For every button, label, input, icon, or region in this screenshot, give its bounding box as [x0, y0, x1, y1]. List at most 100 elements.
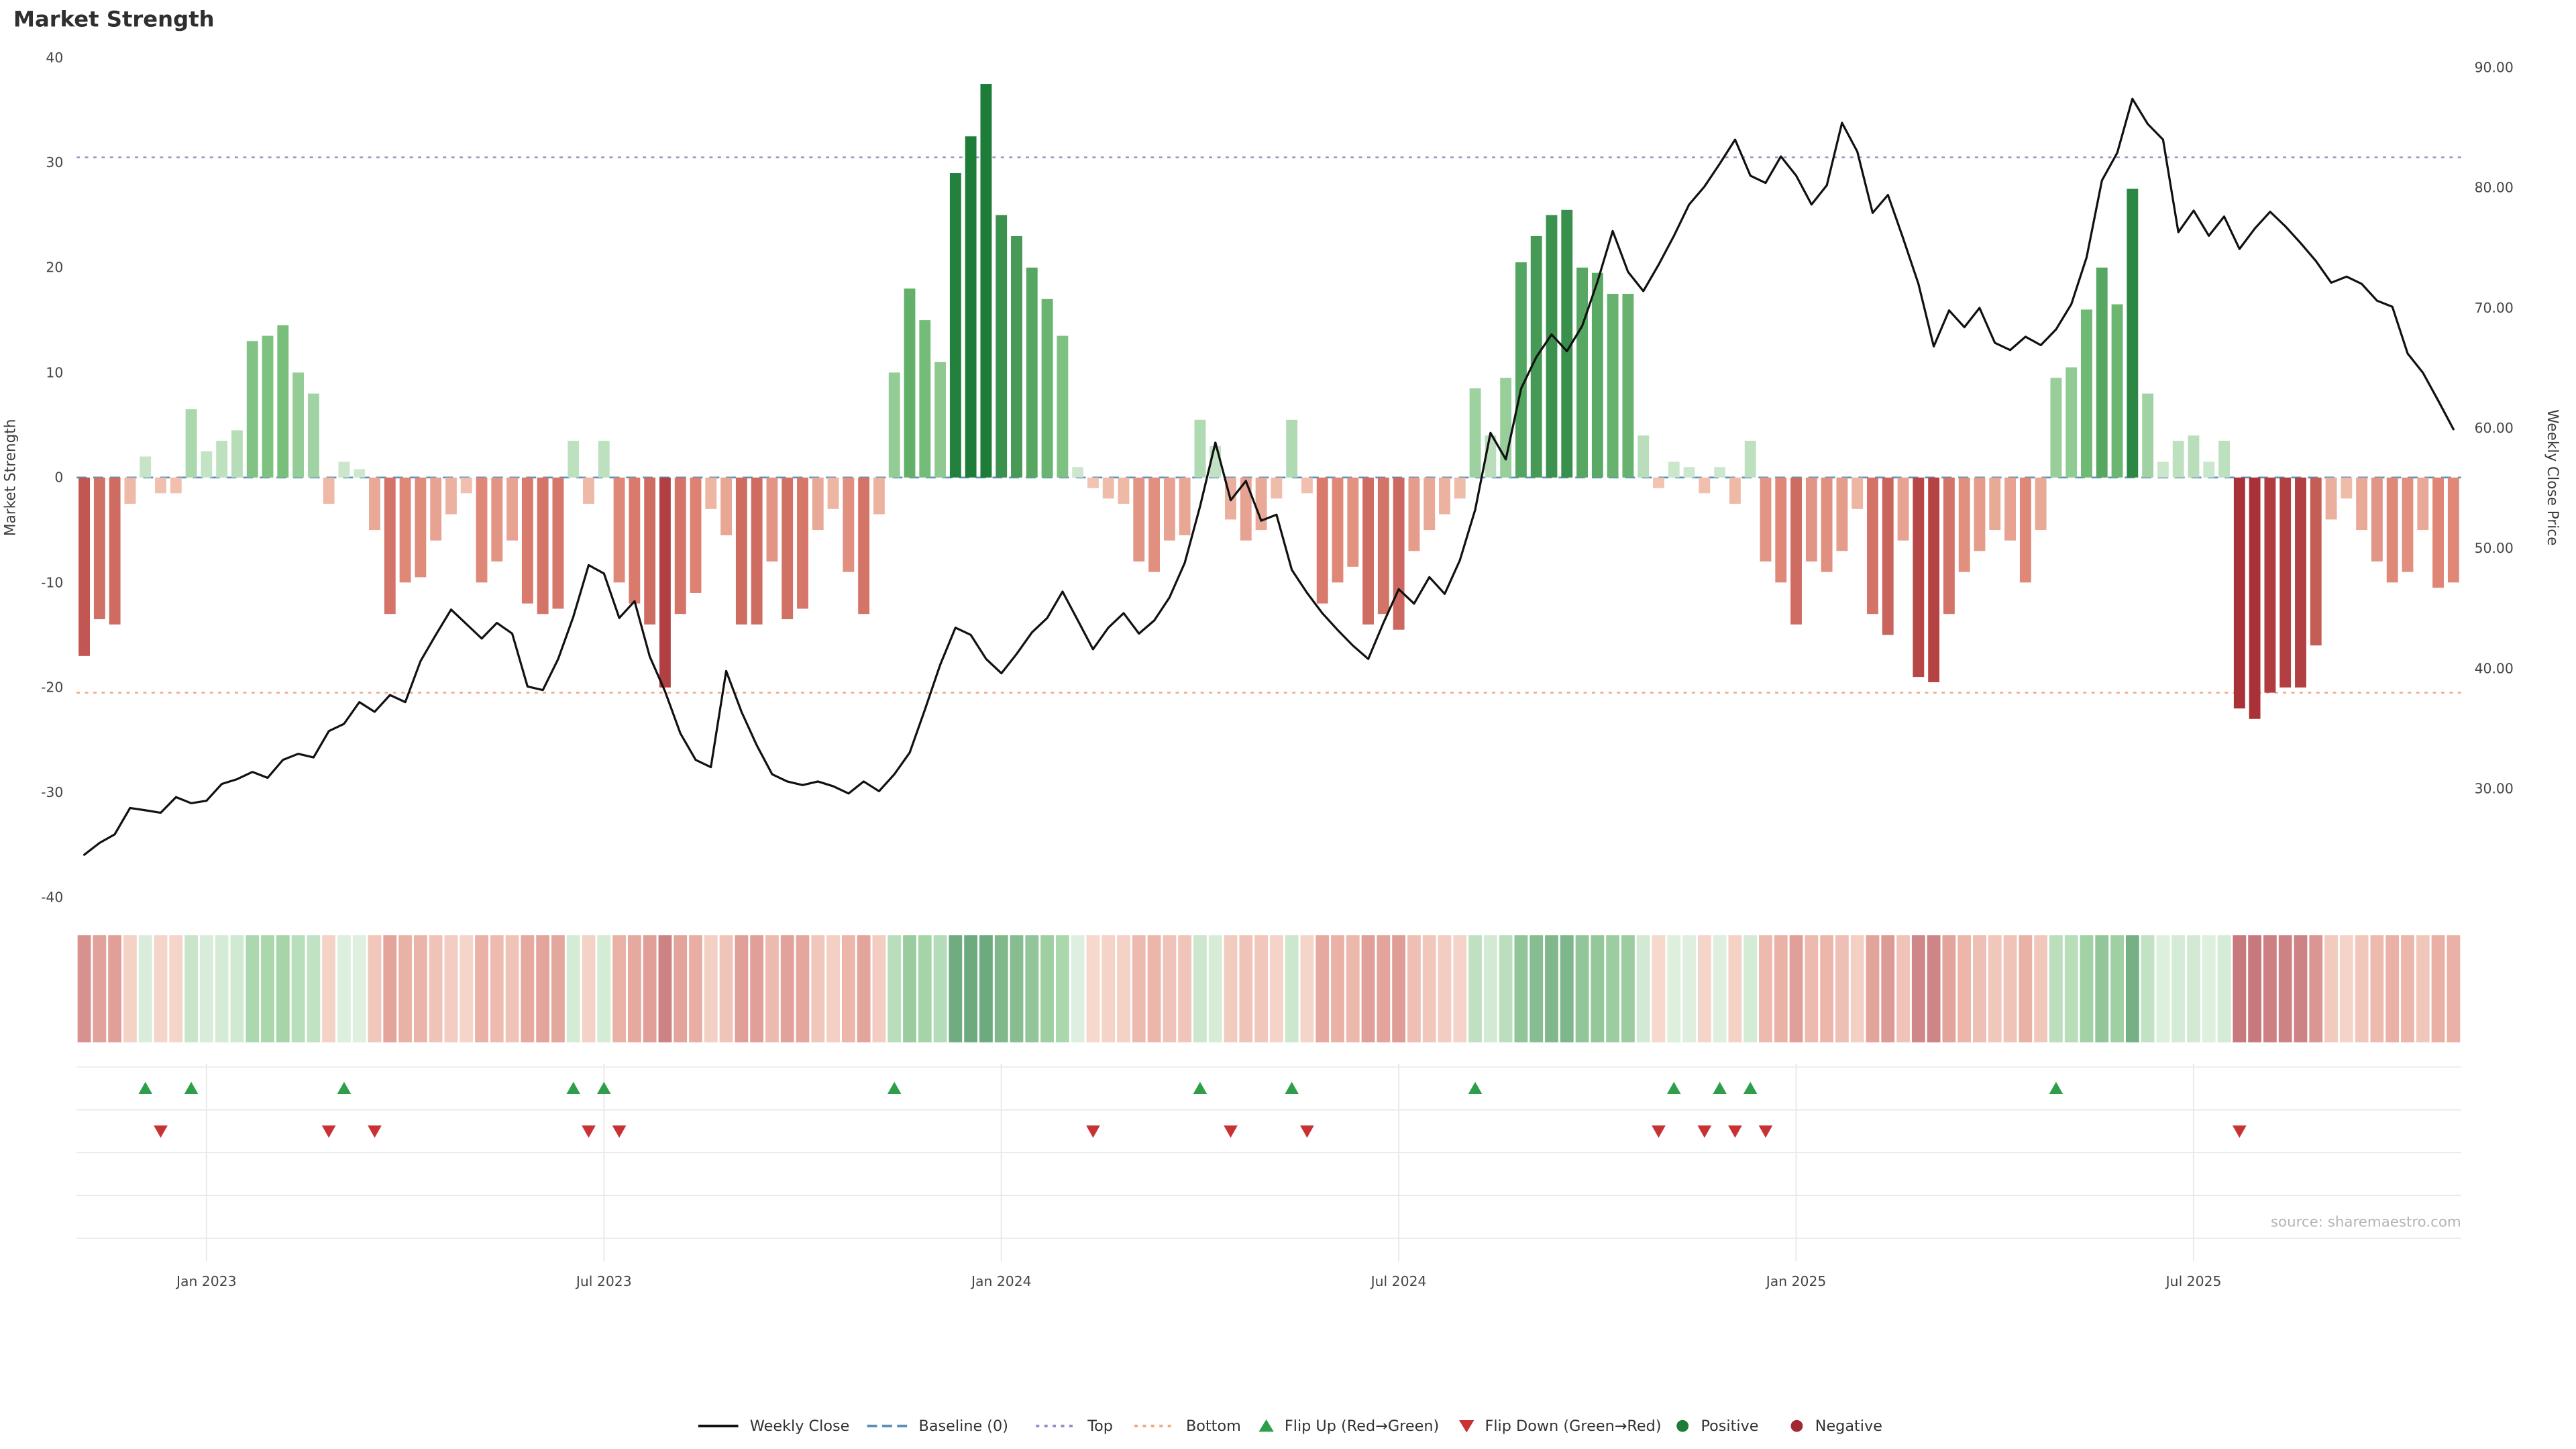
flip-down-icon [2232, 1125, 2247, 1138]
heatmap-cell [1025, 935, 1039, 1042]
strength-bar [201, 451, 213, 478]
weekly-close-line [83, 97, 2455, 856]
strength-bar [2004, 477, 2016, 541]
strength-bar [1958, 477, 1970, 572]
heatmap-cell [1529, 935, 1544, 1042]
heatmap-cell [1514, 935, 1528, 1042]
heatmap-cell [1881, 935, 1895, 1042]
heatmap-cell [1285, 935, 1299, 1042]
strength-bar [2402, 477, 2414, 572]
strength-bar [2386, 477, 2398, 583]
strength-bar [2203, 462, 2215, 478]
heatmap-cell [1988, 935, 2002, 1042]
strength-bar [1989, 477, 2001, 531]
right-axis-tick: 30.00 [2475, 781, 2514, 797]
strength-bar [1393, 477, 1405, 630]
heatmap-cell [765, 935, 779, 1042]
strength-bar [2447, 477, 2459, 583]
strength-bar [369, 477, 380, 531]
strength-bar [782, 477, 794, 620]
strength-bar [1546, 215, 1558, 478]
strength-bar [506, 477, 519, 541]
heatmap-cell [719, 935, 733, 1042]
strength-bar [934, 362, 946, 478]
strength-bar [1026, 267, 1038, 478]
heatmap-cell [2309, 935, 2323, 1042]
strength-bar [843, 477, 855, 572]
strength-bar [2310, 477, 2322, 646]
flip-up-icon [2049, 1081, 2063, 1095]
strength-bar [1469, 388, 1481, 478]
strength-bar [231, 430, 243, 478]
flip-up-icon [1468, 1081, 1483, 1095]
strength-bar [1699, 477, 1711, 494]
left-axis-label: Market Strength [2, 419, 19, 537]
heatmap-cell [2019, 935, 2033, 1042]
legend-label: Top [1087, 1417, 1113, 1435]
heatmap-cell [2278, 935, 2292, 1042]
strength-bar [766, 477, 778, 561]
heatmap-cell [475, 935, 488, 1042]
heatmap-cell [2233, 935, 2247, 1042]
heatmap-cell [1239, 935, 1253, 1042]
heatmap-cell [230, 935, 244, 1042]
legend-label: Flip Up (Red→Green) [1285, 1417, 1439, 1435]
strength-bar [1377, 477, 1389, 614]
flip-up-icon [1193, 1081, 1208, 1095]
strength-bar [629, 477, 641, 604]
strength-bar [292, 372, 305, 478]
strength-bar [996, 215, 1008, 478]
flip-up-icon [337, 1081, 352, 1095]
heatmap-cell [1789, 935, 1803, 1042]
chart-title: Market Strength [13, 6, 215, 32]
heatmap-cell [444, 935, 458, 1042]
left-axis-tick: 20 [46, 260, 63, 276]
heatmap-cell [2294, 935, 2308, 1042]
strength-bar [1790, 477, 1802, 625]
strength-bar [430, 477, 442, 541]
flip-up-icon [887, 1081, 902, 1095]
strength-bar [598, 441, 610, 478]
flip-up-icon [1713, 1081, 1727, 1095]
heatmap-cell [1973, 935, 1986, 1042]
heatmap-cell [1835, 935, 1849, 1042]
strength-bar [583, 477, 594, 504]
strength-bar [1805, 477, 1817, 561]
heatmap-cell [750, 935, 764, 1042]
heatmap-cell [2431, 935, 2445, 1042]
flip-up-icon [596, 1081, 611, 1095]
heatmap-cell [1774, 935, 1788, 1042]
heatmap-cell [2401, 935, 2414, 1042]
heatmap-cell [1896, 935, 1910, 1042]
heatmap-cell [383, 935, 397, 1042]
heatmap-cell [918, 935, 932, 1042]
right-axis-tick: 90.00 [2475, 60, 2514, 76]
heatmap-cell [2202, 935, 2216, 1042]
strength-bar [904, 288, 916, 478]
heatmap-cell [826, 935, 840, 1042]
legend-label: Baseline (0) [919, 1417, 1008, 1435]
strength-bar [338, 462, 350, 478]
strength-bar [1286, 419, 1298, 478]
heatmap-cell [2034, 935, 2048, 1042]
heatmap-cell [689, 935, 702, 1042]
flip-down-icon [1224, 1125, 1238, 1138]
heatmap-cell [1163, 935, 1177, 1042]
strength-bar [124, 477, 136, 504]
x-axis-tick: Jan 2023 [175, 1273, 237, 1289]
left-axis-tick: 0 [54, 470, 63, 486]
heatmap-cell [169, 935, 183, 1042]
strength-bar [1240, 477, 1252, 541]
heatmap-cell [2110, 935, 2124, 1042]
strength-bar [415, 477, 427, 578]
strength-bar [1775, 477, 1787, 583]
heatmap-cell [796, 935, 810, 1042]
flip-down-icon [1085, 1125, 1100, 1138]
strength-bar [1591, 272, 1603, 478]
strength-bar [1515, 262, 1527, 478]
strength-bar [2142, 393, 2154, 478]
heatmap-cell [261, 935, 274, 1042]
left-axis-tick: 10 [46, 364, 63, 380]
heatmap-cell [2324, 935, 2338, 1042]
